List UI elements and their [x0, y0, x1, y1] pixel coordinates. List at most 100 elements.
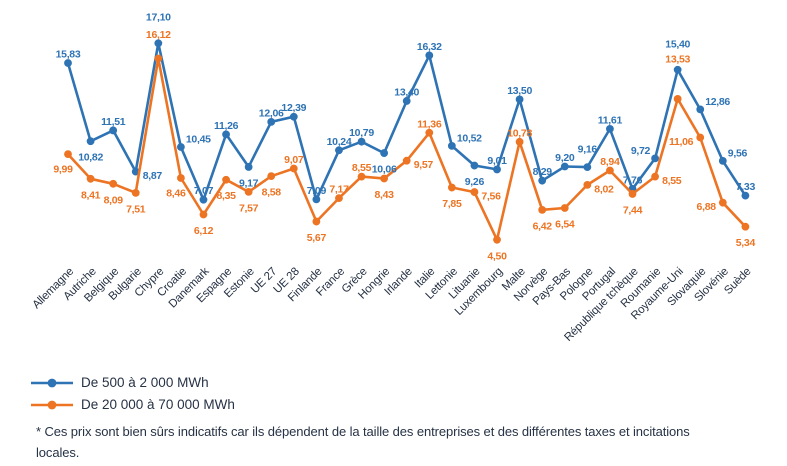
data-label: 16,12: [146, 29, 171, 41]
data-point: [222, 175, 230, 184]
legend-label-20000-70000: De 20 000 à 70 000 MWh: [81, 397, 235, 412]
data-point: [493, 235, 501, 244]
data-point: [199, 210, 208, 219]
data-label: 9,01: [487, 155, 507, 167]
data-label: 11,51: [101, 116, 126, 128]
data-label: 10,82: [78, 152, 103, 164]
data-point: [425, 51, 434, 60]
data-point: [154, 39, 163, 48]
data-labels-blue: 15,83 10,82 11,51 8,87 17,10 10,45 7,07 11,26 9,…: [56, 12, 756, 197]
data-point: [402, 97, 411, 105]
data-label: 8,02: [594, 183, 614, 195]
data-point: [357, 172, 366, 181]
data-label: 8,46: [166, 188, 186, 200]
series-orange: [64, 54, 750, 244]
data-point: [335, 194, 343, 203]
data-point: [357, 137, 366, 146]
data-point: [538, 205, 547, 214]
data-label: 7,17: [329, 184, 349, 196]
data-point: [447, 141, 456, 150]
data-point: [289, 164, 298, 173]
data-label: 10,79: [349, 127, 374, 139]
data-label: 6,42: [533, 220, 553, 232]
data-label: 8,55: [352, 162, 372, 174]
data-point: [380, 149, 389, 157]
data-point: [177, 143, 185, 151]
data-label: 7,51: [126, 203, 146, 215]
data-label: 6,54: [555, 219, 575, 231]
data-label: 9,99: [53, 164, 73, 176]
data-point: [109, 126, 118, 135]
data-point: [267, 172, 276, 181]
data-point: [425, 128, 434, 137]
data-label: 11,36: [417, 118, 442, 130]
footnote: * Ces prix sont bien sûrs indicatifs car…: [36, 424, 690, 461]
data-label: 10,78: [507, 127, 532, 139]
data-point: [335, 146, 343, 155]
data-label: 10,06: [372, 164, 397, 176]
data-point: [199, 195, 208, 204]
legend-item-20000-70000: De 20 000 à 70 000 MWh: [30, 394, 235, 415]
data-label: 9,26: [465, 176, 485, 188]
data-point: [447, 183, 456, 192]
data-label: 10,24: [327, 136, 352, 148]
data-label: 13,40: [394, 87, 419, 99]
data-label: 9,20: [555, 152, 575, 164]
data-label: 15,40: [665, 38, 690, 50]
data-point: [470, 161, 479, 170]
data-point: [244, 188, 253, 196]
price-line-chart: 15,83 10,82 11,51 8,87 17,10 10,45 7,07 11,26 9,…: [30, 12, 756, 344]
data-label: 8,94: [600, 156, 620, 168]
category-axis: AllemagneAutricheBelgiqueBulgarieChypreC…: [30, 265, 753, 344]
legend-label-500-2000: De 500 à 2 000 MWh: [81, 375, 209, 390]
data-point: [696, 105, 705, 114]
data-point: [515, 95, 524, 104]
legend-marker-orange: [30, 399, 74, 411]
data-point: [651, 172, 659, 181]
data-label: 5,67: [307, 232, 327, 244]
data-point: [696, 133, 705, 142]
data-point: [64, 150, 72, 159]
data-label: 11,61: [598, 114, 623, 126]
data-label: 7,76: [623, 174, 643, 186]
data-point: [267, 117, 276, 126]
data-label: 10,52: [457, 132, 482, 144]
data-point: [86, 174, 95, 183]
data-point: [538, 176, 547, 185]
data-point: [312, 195, 321, 204]
data-label: 4,50: [487, 250, 507, 262]
data-label: 8,09: [104, 194, 124, 206]
data-point: [154, 54, 163, 63]
data-label: 17,10: [146, 12, 171, 24]
data-point: [718, 156, 727, 165]
series-blue: [64, 39, 750, 204]
data-label: 8,35: [216, 190, 236, 202]
data-label: 8,55: [662, 175, 682, 187]
data-label: 7,09: [307, 185, 327, 197]
data-point: [515, 137, 524, 146]
data-label: 11,06: [669, 136, 694, 148]
data-point: [64, 59, 72, 67]
data-point: [718, 198, 727, 207]
data-label: 8,58: [262, 187, 282, 199]
legend-item-500-2000: De 500 à 2 000 MWh: [30, 372, 235, 393]
data-label: 9,07: [284, 154, 304, 166]
legend-marker-blue: [30, 377, 74, 389]
data-label: 7,56: [481, 191, 501, 203]
data-label: 12,06: [259, 107, 284, 119]
data-label: 13,53: [665, 53, 690, 65]
data-label: 5,34: [736, 237, 756, 249]
data-label: 7,44: [623, 204, 643, 216]
data-labels-orange: 9,998,41 8,097,5116,128,466,128,357,578,5…: [53, 29, 755, 262]
data-point: [244, 163, 253, 171]
data-point: [741, 191, 750, 200]
data-point: [470, 188, 479, 196]
data-point: [493, 165, 501, 174]
data-label: 9,56: [728, 147, 748, 159]
data-point: [131, 188, 140, 197]
data-point: [606, 166, 614, 175]
data-point: [673, 95, 682, 103]
data-point: [402, 156, 411, 165]
data-point: [628, 190, 637, 198]
